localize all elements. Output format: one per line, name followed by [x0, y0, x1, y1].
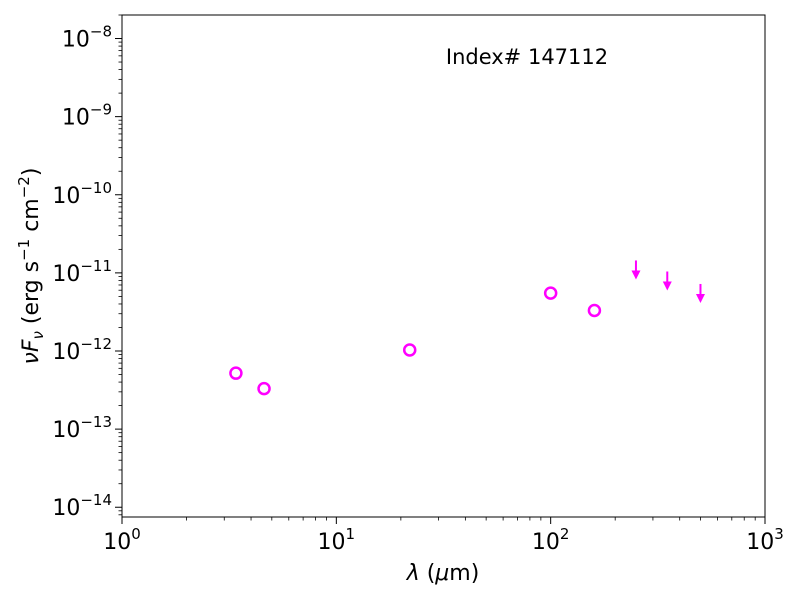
upper-limit-head	[695, 293, 705, 303]
y-tick-label: 10−11	[52, 257, 112, 287]
detection-point	[229, 366, 243, 380]
tick-labels: 100 101 102 103 10−14 10−13 10−12 10−11 10−10 10−…	[52, 23, 783, 555]
x-tick-label: 102	[532, 525, 570, 555]
minor-ticks	[118, 14, 756, 521]
data-markers	[229, 260, 705, 396]
upper-limit-head	[662, 281, 672, 291]
annotation-label: Index# 147112	[446, 45, 608, 69]
detection-point	[543, 286, 558, 300]
plot-area	[122, 15, 765, 517]
detection-point	[587, 303, 602, 318]
y-tick-label: 10−10	[52, 179, 112, 209]
upper-limit-arrow	[631, 260, 641, 280]
x-axis-label: λ (μm)	[406, 561, 480, 586]
upper-limit-head	[631, 270, 641, 280]
y-tick-label: 10−13	[52, 413, 112, 443]
detection-point	[402, 343, 417, 357]
detection-point	[257, 381, 271, 396]
upper-limit-arrow	[695, 283, 705, 303]
plot-frame	[121, 14, 766, 518]
y-tick-label: 10−12	[52, 335, 112, 365]
y-tick-label: 10−9	[62, 101, 112, 131]
major-ticks	[115, 38, 766, 524]
y-tick-label: 10−14	[52, 491, 112, 521]
x-tick-label: 103	[746, 525, 784, 555]
y-tick-label: 10−8	[62, 23, 112, 53]
y-axis-label: νFν (erg s−1 cm−2)	[15, 168, 47, 365]
x-tick-label: 100	[103, 525, 141, 555]
x-tick-label: 101	[318, 525, 356, 555]
upper-limit-arrow	[662, 271, 672, 291]
